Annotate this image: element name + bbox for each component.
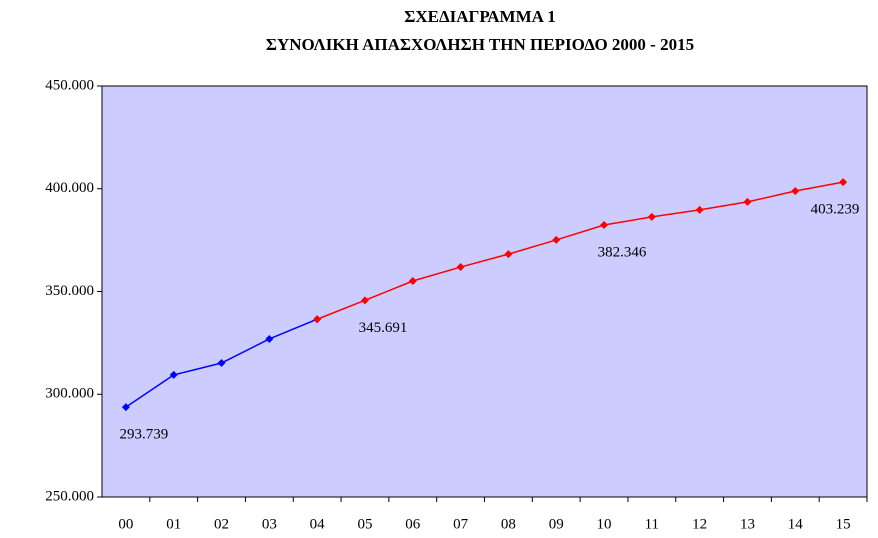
y-tick-label: 300.000	[45, 386, 94, 402]
data-label: 403.239	[811, 202, 860, 218]
data-label: 293.739	[120, 427, 169, 443]
x-tick-label: 15	[836, 516, 851, 532]
x-tick-label: 00	[118, 516, 133, 532]
chart-title: ΣΧΕΔΙΑΓΡΑΜΜΑ 1	[404, 7, 555, 26]
point-marker	[456, 263, 465, 272]
x-tick-label: 03	[262, 516, 277, 532]
point-marker	[265, 334, 274, 343]
x-tick-label: 05	[357, 516, 372, 532]
data-label: 345.691	[359, 320, 408, 336]
x-tick-label: 11	[645, 516, 659, 532]
y-tick-label: 250.000	[45, 488, 94, 504]
x-tick-label: 09	[549, 516, 564, 532]
point-marker	[647, 212, 656, 221]
point-marker	[839, 178, 848, 187]
point-marker	[408, 277, 417, 286]
y-tick-label: 350.000	[45, 283, 94, 299]
x-tick-label: 10	[597, 516, 612, 532]
point-marker	[121, 403, 130, 412]
x-tick-label: 04	[310, 516, 326, 532]
x-tick-label: 13	[740, 516, 755, 532]
point-marker	[313, 315, 322, 324]
chart-subtitle: ΣΥΝΟΛΙΚΗ ΑΠΑΣΧΟΛΗΣΗ ΤΗΝ ΠΕΡΙΟΔΟ 2000 - 2…	[266, 35, 694, 54]
series-line	[316, 181, 844, 320]
point-marker	[600, 221, 609, 230]
y-tick-label: 400.000	[45, 180, 94, 196]
point-marker	[217, 359, 226, 368]
data-label: 382.346	[598, 244, 647, 260]
point-marker	[743, 197, 752, 206]
plot-area	[101, 85, 868, 498]
point-marker	[695, 205, 704, 214]
point-marker	[552, 235, 561, 244]
point-marker	[504, 250, 513, 259]
y-tick-label: 450.000	[45, 77, 94, 93]
x-tick-label: 02	[214, 516, 229, 532]
point-marker	[360, 296, 369, 305]
x-tick-label: 06	[405, 516, 421, 532]
x-tick-label: 08	[501, 516, 516, 532]
x-tick-label: 01	[166, 516, 181, 532]
x-tick-label: 14	[788, 516, 804, 532]
point-marker	[169, 370, 178, 379]
x-tick-label: 12	[692, 516, 707, 532]
x-tick-label: 07	[453, 516, 469, 532]
point-marker	[791, 187, 800, 196]
